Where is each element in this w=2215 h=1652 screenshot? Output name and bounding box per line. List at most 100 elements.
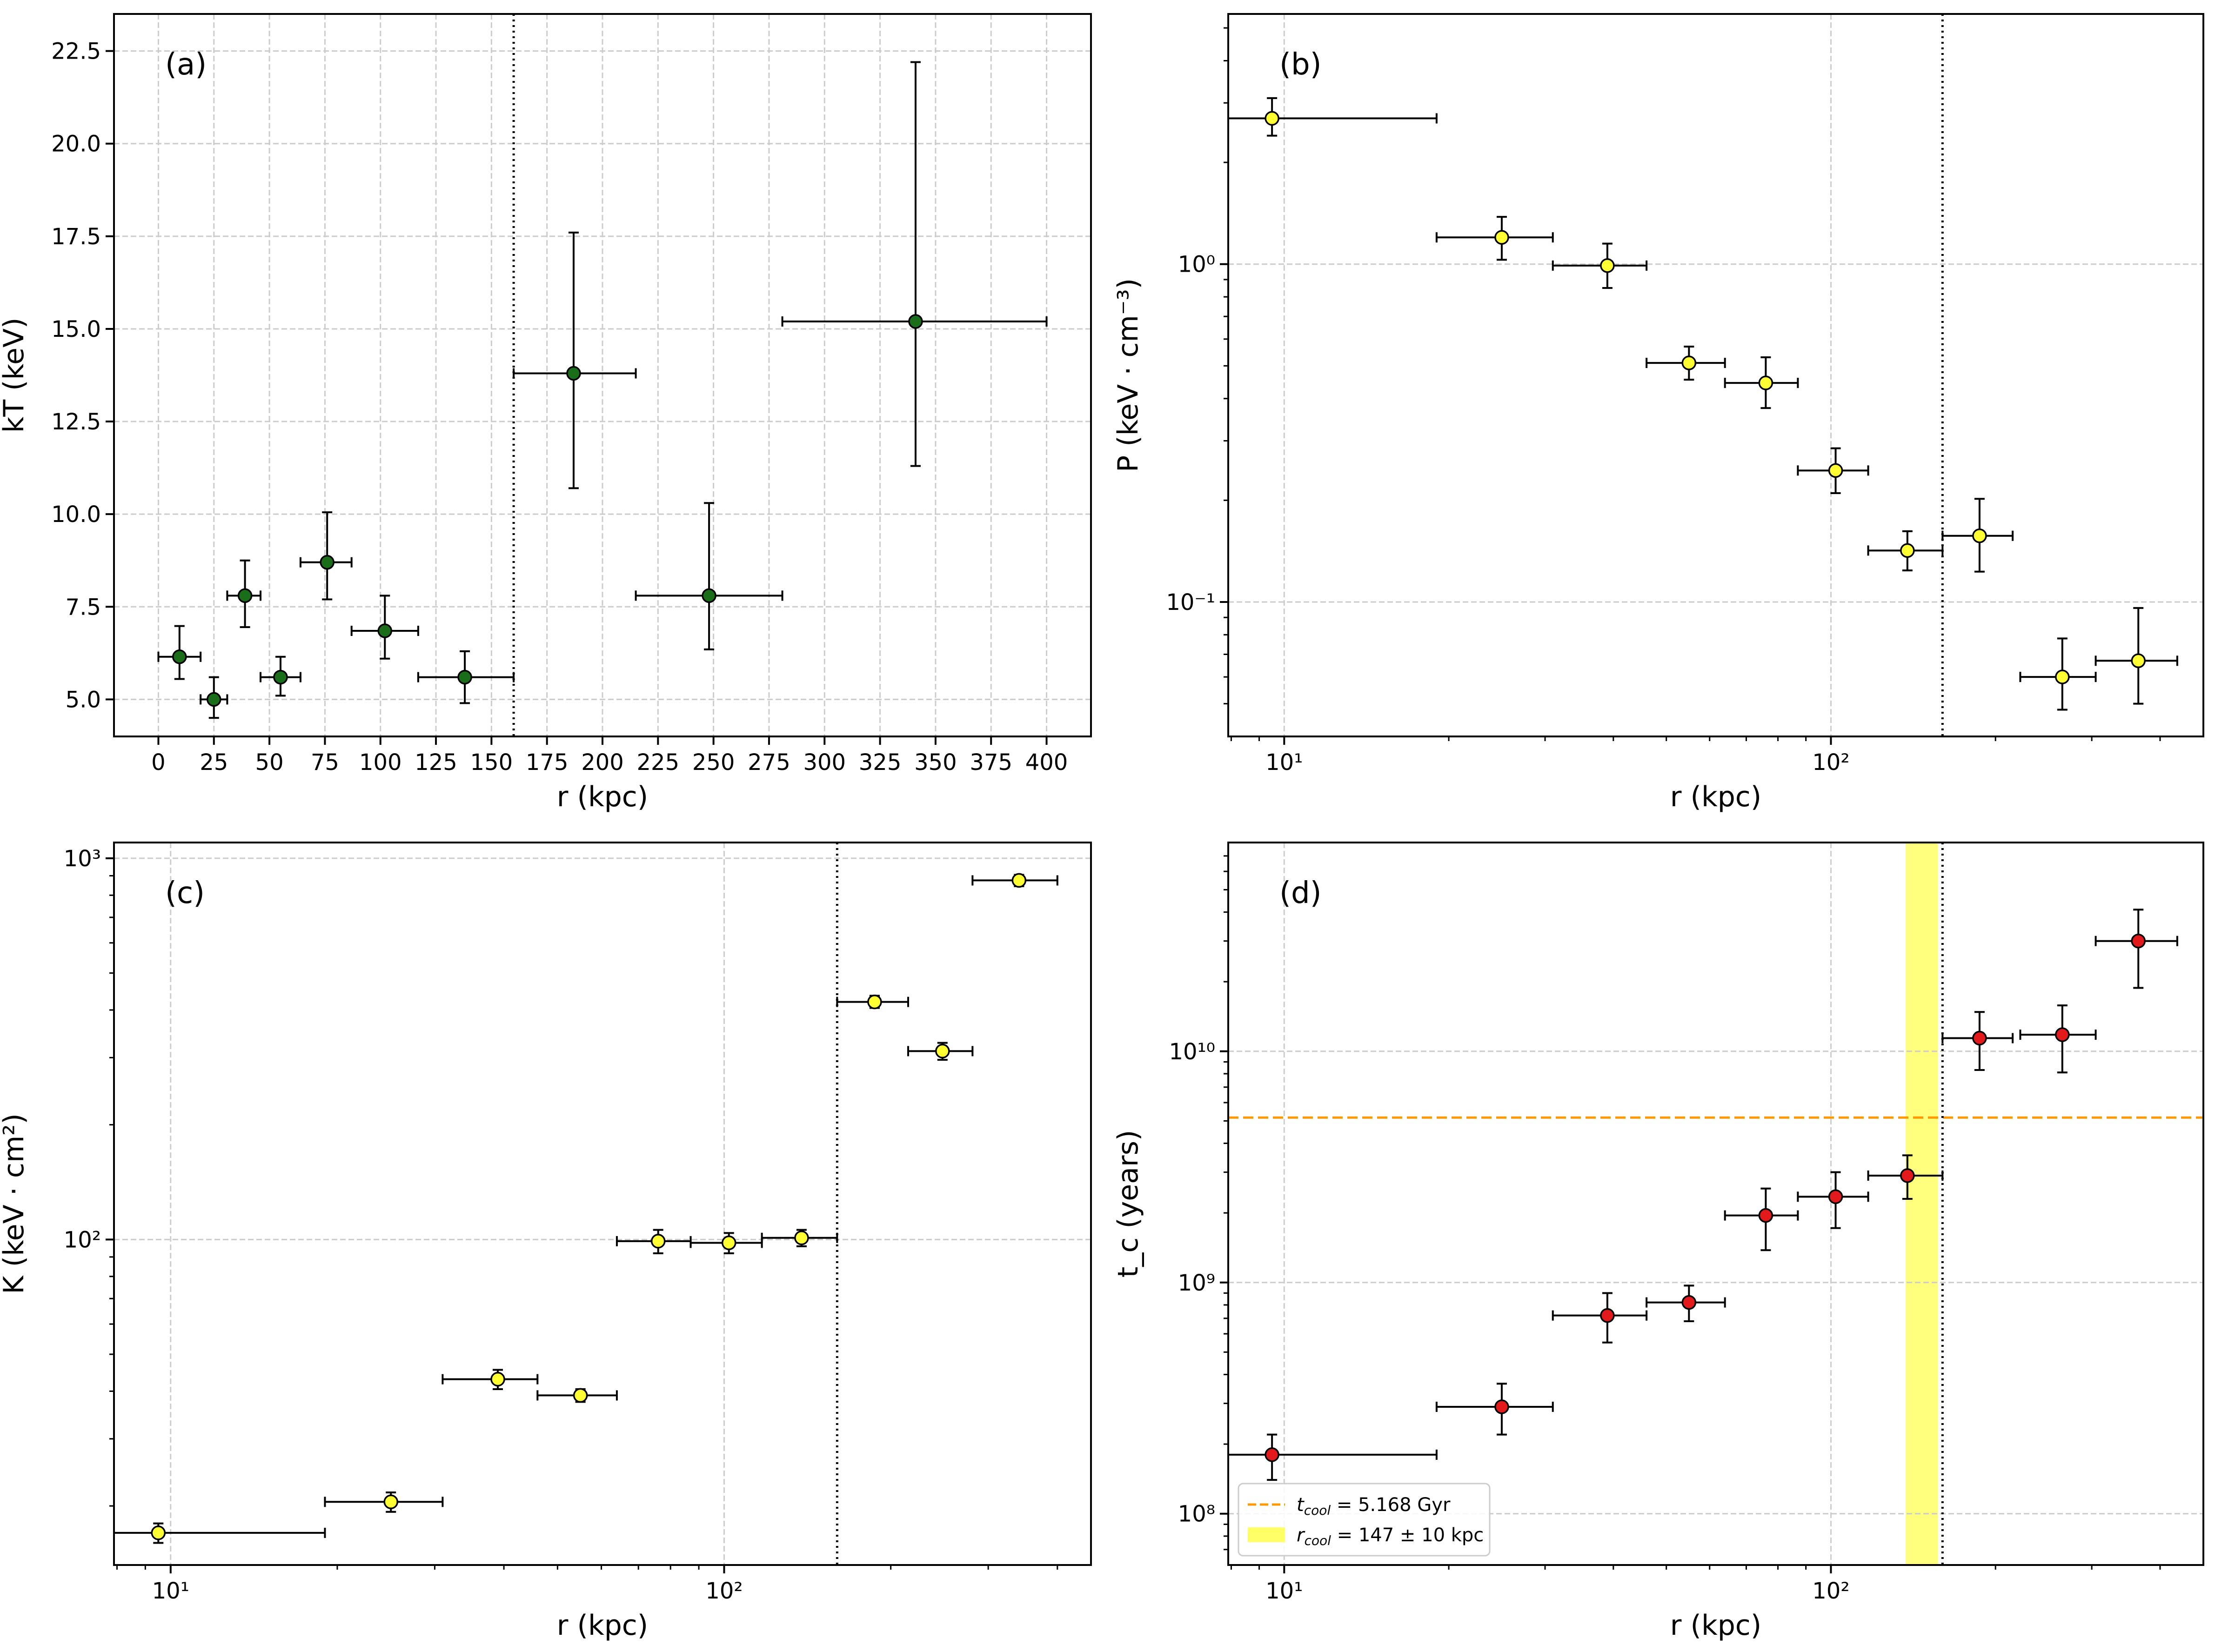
data-point xyxy=(867,994,882,1010)
y-tick-label: 12.5 xyxy=(51,409,101,435)
data-point xyxy=(2131,933,2146,949)
data-point xyxy=(1265,111,1279,126)
data-point xyxy=(1265,1447,1279,1462)
legend: tcool = 5.168 Gyr rcool = 147 ± 10 kpc xyxy=(1238,1483,1491,1557)
axes-frame xyxy=(113,842,1092,1566)
x-tick-label: 375 xyxy=(970,749,1012,776)
y-tick-label: 10⁸ xyxy=(1178,1501,1215,1527)
x-tick-label: 10² xyxy=(1812,749,1849,776)
data-point xyxy=(566,366,581,381)
data-point xyxy=(2131,653,2146,669)
data-point xyxy=(1494,1399,1509,1414)
x-tick-label: 25 xyxy=(200,749,228,776)
data-point xyxy=(721,1235,736,1251)
y-tick-label: 10³ xyxy=(64,846,101,872)
y-tick-label: 10⁰ xyxy=(1178,252,1215,278)
x-tick-label: 125 xyxy=(415,749,457,776)
x-tick-label: 100 xyxy=(359,749,402,776)
data-point xyxy=(935,1043,950,1059)
data-point xyxy=(1758,375,1773,390)
data-point xyxy=(794,1231,809,1245)
x-tick-label: 75 xyxy=(311,749,339,776)
data-point xyxy=(702,588,716,603)
legend-patch-swatch xyxy=(1248,1527,1285,1542)
x-tick-label: 150 xyxy=(470,749,513,776)
x-tick-label: 10¹ xyxy=(1265,749,1303,776)
x-tick-label: 250 xyxy=(692,749,735,776)
x-tick-label: 0 xyxy=(151,749,166,776)
data-point xyxy=(1972,528,1987,543)
x-axis-label: r (kpc) xyxy=(557,781,648,813)
data-point xyxy=(1600,1308,1615,1323)
cooling-radius-band xyxy=(1906,843,1938,1565)
data-point xyxy=(1758,1208,1773,1223)
y-tick-label: 10² xyxy=(64,1227,101,1253)
panel-label: (a) xyxy=(165,47,207,82)
y-tick-label: 10⁻¹ xyxy=(1166,589,1215,615)
y-axis-label: t_c (years) xyxy=(1112,1130,1144,1278)
data-point xyxy=(151,1525,166,1540)
x-tick-label: 10² xyxy=(705,1578,743,1604)
y-tick-label: 10¹⁰ xyxy=(1169,1039,1215,1065)
y-tick-label: 20.0 xyxy=(51,131,101,157)
data-point xyxy=(1600,258,1615,273)
y-tick-label: 17.5 xyxy=(51,224,101,250)
legend-entry-label: tcool = 5.168 Gyr xyxy=(1297,1494,1451,1518)
x-tick-label: 275 xyxy=(748,749,790,776)
data-point xyxy=(207,692,221,707)
panel-b: 10¹ 10² 10⁻¹ 10⁰ r (kpc) P (keV · cm⁻³) (b) xyxy=(1112,13,2204,813)
y-tick-label: 22.5 xyxy=(51,39,101,65)
panel-label: (c) xyxy=(165,876,205,910)
data-series xyxy=(1228,909,2178,1481)
data-series xyxy=(114,873,1058,1544)
y-tick-label: 10.0 xyxy=(51,502,101,528)
data-point xyxy=(650,1234,666,1249)
data-point xyxy=(377,623,393,638)
data-point xyxy=(490,1371,505,1387)
data-point xyxy=(2055,1027,2070,1042)
data-point xyxy=(320,555,335,570)
data-point xyxy=(1972,1030,1987,1046)
y-axis-label: K (keV · cm²) xyxy=(0,1113,30,1294)
x-tick-label: 10² xyxy=(1812,1578,1849,1604)
data-point xyxy=(2055,669,2070,684)
panel-label: (b) xyxy=(1279,47,1322,82)
panel-c: 10¹ 10² 10² 10³ r (kpc) K (keV · cm²) (c) xyxy=(0,842,1092,1642)
x-axis-label: r (kpc) xyxy=(1670,781,1761,813)
x-axis-label: r (kpc) xyxy=(1670,1609,1761,1642)
data-point xyxy=(383,1494,398,1510)
x-axis-label: r (kpc) xyxy=(557,1609,648,1642)
x-tick-label: 10¹ xyxy=(152,1578,189,1604)
x-tick-label: 300 xyxy=(803,749,846,776)
x-tick-label: 200 xyxy=(581,749,624,776)
data-point xyxy=(273,669,288,685)
panel-a: 0 25 50 75 100 125 150 175 200 225 250 275 300 325 350… xyxy=(0,13,1092,813)
data-point xyxy=(1494,230,1509,245)
data-point xyxy=(1828,1189,1843,1204)
data-point xyxy=(172,649,187,664)
y-tick-label: 15.0 xyxy=(51,316,101,342)
data-point xyxy=(1681,355,1697,370)
y-axis-label: kT (keV) xyxy=(0,318,30,433)
data-point xyxy=(1900,1168,1915,1183)
panel-d: 10¹ 10² 10⁸ 10⁹ 10¹⁰ r (kpc) t_c (years) (d) tco… xyxy=(1112,842,2204,1642)
data-point xyxy=(1900,543,1915,558)
data-point xyxy=(457,669,472,685)
data-point xyxy=(1681,1295,1697,1310)
y-tick-label: 7.5 xyxy=(66,594,101,620)
y-axis-label: P (keV · cm⁻³) xyxy=(1112,278,1144,472)
panel-label: (d) xyxy=(1279,876,1322,910)
x-tick-label: 400 xyxy=(1025,749,1068,776)
axes-frame xyxy=(1227,842,2204,1566)
y-tick-label: 10⁹ xyxy=(1178,1270,1215,1296)
data-point xyxy=(573,1388,588,1403)
legend-box xyxy=(1238,1483,1491,1557)
x-tick-label: 325 xyxy=(859,749,902,776)
data-point xyxy=(1011,873,1027,888)
x-tick-label: 225 xyxy=(637,749,680,776)
legend-entry-label: rcool = 147 ± 10 kpc xyxy=(1297,1525,1484,1548)
x-tick-label: 175 xyxy=(526,749,569,776)
axes-frame xyxy=(1227,13,2204,737)
y-tick-label: 5.0 xyxy=(66,687,101,713)
